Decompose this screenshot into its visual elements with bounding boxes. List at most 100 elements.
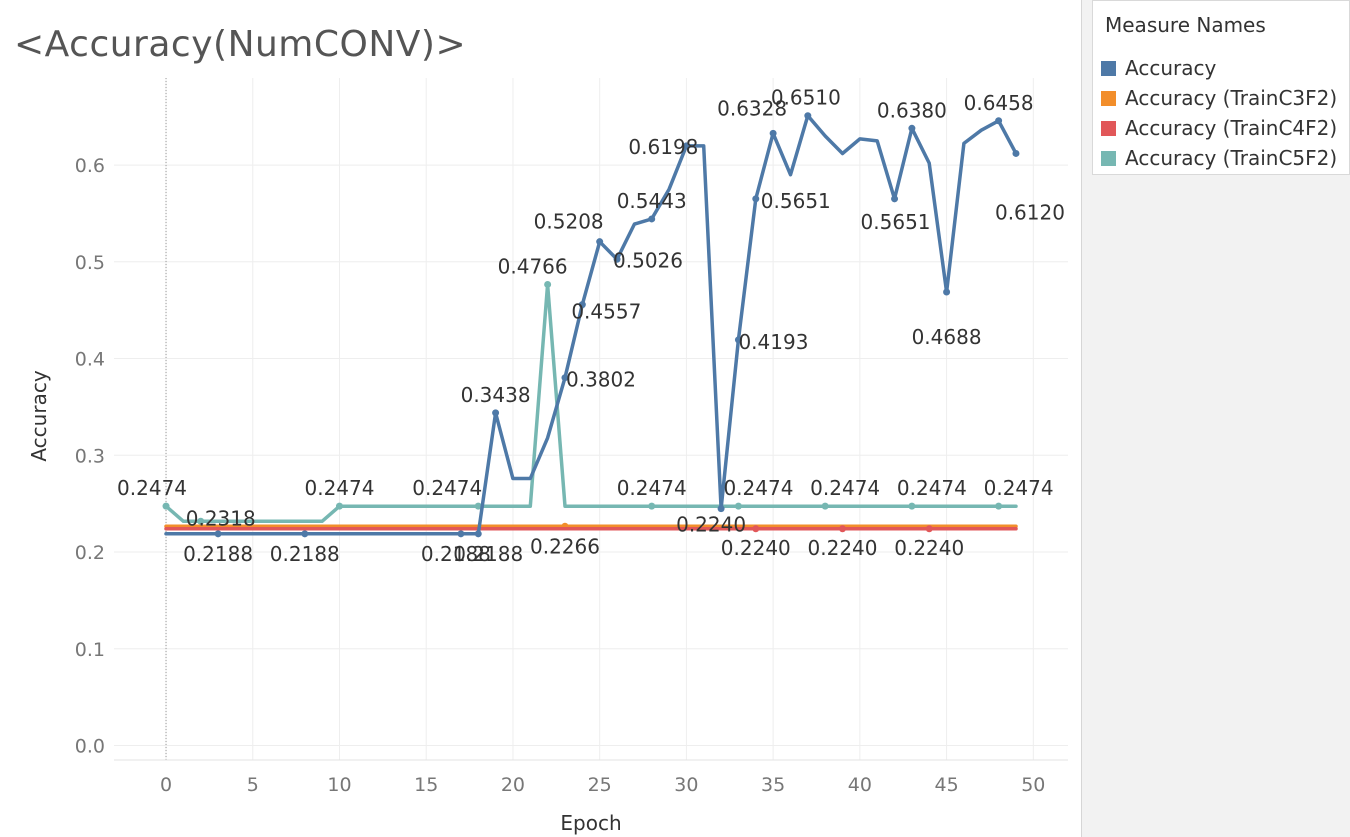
data-label: 0.3438 [461,383,531,407]
data-label: 0.2188 [421,542,491,566]
data-label: 0.6458 [964,91,1034,115]
data-point-accuracy[interactable] [769,129,777,137]
legend-title: Measure Names [1105,13,1266,37]
data-label: 0.2240 [894,536,964,560]
data-label: 0.5026 [613,248,683,272]
data-point-accuracy[interactable] [734,336,742,344]
x-tick-label: 40 [848,774,872,796]
x-tick-label: 50 [1021,774,1045,796]
x-tick-label: 5 [247,774,259,796]
data-point-accuracy-trainc5f2[interactable] [197,517,205,525]
data-point-accuracy-trainc5f2[interactable] [474,502,482,510]
data-point-accuracy[interactable] [1012,149,1020,157]
data-label: 0.2474 [810,476,880,500]
data-label: 0.4766 [498,254,568,278]
data-label: 0.2240 [676,513,746,537]
data-label: 0.2188 [270,542,340,566]
data-point-accuracy-trainc5f2[interactable] [162,502,170,510]
x-tick-label: 0 [160,774,172,796]
data-label: 0.2266 [530,534,600,558]
data-point-accuracy[interactable] [613,255,621,263]
data-label: 0.2474 [897,476,967,500]
y-axis-title: Accuracy [27,370,51,461]
series-line-accuracy[interactable] [164,113,1018,536]
legend-label: Accuracy [1125,56,1217,80]
data-label: 0.6328 [717,96,787,120]
data-label: 0.2474 [117,476,187,500]
data-point-accuracy[interactable] [578,301,586,309]
data-label: 0.2318 [186,506,256,530]
y-tick-label: 0.5 [75,252,105,274]
data-point-accuracy-trainc5f2[interactable] [821,502,829,510]
legend-swatch [1101,91,1116,106]
data-label: 0.6510 [771,86,841,110]
legend-label: Accuracy (TrainC3F2) [1125,86,1338,110]
data-label: 0.6380 [877,98,947,122]
axes: 0 5 10 15 20 25 30 35 40 45 50 0.0 0.1 0.2 0.3 0.4 0.5 0.… [75,78,1068,796]
data-labels: 0.2266 0.2240 0.2240 0.22400.24740.23180.24… [117,86,1065,566]
data-label: 0.6198 [628,135,698,159]
data-label: 0.5443 [617,189,687,213]
data-point-accuracy[interactable] [908,124,916,132]
y-tick-label: 0.0 [75,735,105,757]
data-point-accuracy-trainc5f2[interactable] [544,280,552,288]
data-point-accuracy[interactable] [943,288,951,296]
legend-item-accuracy[interactable]: Accuracy [1101,55,1346,83]
data-point-accuracy-trainc5f2[interactable] [648,502,656,510]
data-label: 0.5208 [534,210,604,234]
y-tick-label: 0.1 [75,639,105,661]
data-point-accuracy[interactable] [804,112,812,120]
data-label: 0.4688 [912,325,982,349]
legend-item-train-c5f2[interactable]: Accuracy (TrainC5F2) [1101,145,1346,173]
data-point-accuracy-trainc4f2[interactable] [925,525,933,533]
legend-swatch [1101,121,1116,136]
data-point-accuracy-trainc4f2[interactable] [839,525,847,533]
series-lines[interactable] [162,112,1020,538]
data-point-accuracy-trainc5f2[interactable] [734,502,742,510]
data-point-accuracy[interactable] [214,530,222,538]
data-point-accuracy-trainc4f2[interactable] [752,525,760,533]
legend-item-train-c3f2[interactable]: Accuracy (TrainC3F2) [1101,85,1346,113]
data-point-accuracy[interactable] [457,530,465,538]
data-label: 0.2474 [617,476,687,500]
data-label: 0.5651 [761,189,831,213]
data-point-accuracy[interactable] [717,505,725,513]
data-point-accuracy[interactable] [492,409,500,417]
data-point-accuracy[interactable] [596,238,604,246]
data-point-accuracy[interactable] [648,215,656,223]
x-tick-label: 10 [327,774,351,796]
data-point-accuracy[interactable] [752,195,760,203]
data-point-accuracy[interactable] [561,374,569,382]
legend: Measure Names Accuracy Accuracy (TrainC3… [1092,0,1350,175]
data-point-accuracy-trainc5f2[interactable] [908,502,916,510]
gridlines [114,78,1068,760]
data-point-accuracy[interactable] [301,530,309,538]
x-tick-label: 25 [588,774,612,796]
data-label: 0.4193 [738,330,808,354]
data-point-accuracy-trainc5f2[interactable] [335,502,343,510]
line-chart[interactable]: 0 5 10 15 20 25 30 35 40 45 50 0.0 0.1 0.2 0.3 0.4 0.5 0.… [0,0,1080,837]
data-point-accuracy[interactable] [682,142,690,150]
legend-item-train-c4f2[interactable]: Accuracy (TrainC4F2) [1101,115,1346,143]
x-axis-title: Epoch [560,811,621,835]
data-label: 0.5651 [861,210,931,234]
data-label: 0.2474 [412,476,482,500]
data-point-accuracy[interactable] [474,530,482,538]
x-tick-label: 20 [501,774,525,796]
y-tick-label: 0.2 [75,542,105,564]
data-label: 0.2474 [304,476,374,500]
data-label: 0.2474 [723,476,793,500]
data-point-accuracy[interactable] [891,195,899,203]
data-point-accuracy-trainc5f2[interactable] [995,502,1003,510]
y-tick-label: 0.6 [75,155,105,177]
legend-label: Accuracy (TrainC4F2) [1125,116,1338,140]
data-label: 0.2474 [984,476,1054,500]
data-label: 0.3802 [566,368,636,392]
x-tick-label: 15 [414,774,438,796]
data-point-accuracy[interactable] [995,117,1003,125]
x-tick-label: 35 [761,774,785,796]
legend-label: Accuracy (TrainC5F2) [1125,146,1338,170]
data-label: 0.6120 [995,200,1065,224]
data-label: 0.2240 [721,536,791,560]
legend-swatch [1101,151,1116,166]
